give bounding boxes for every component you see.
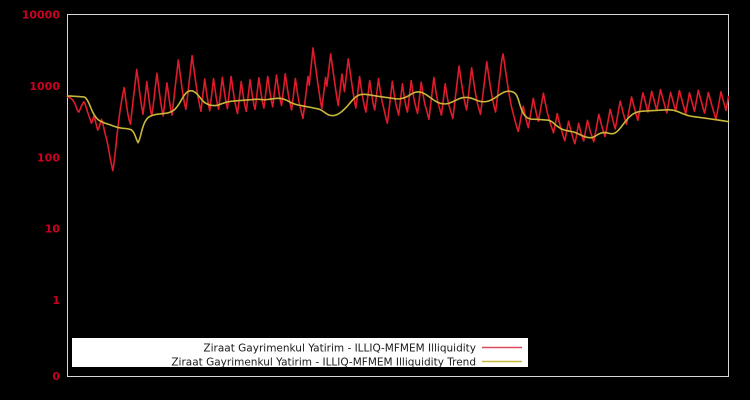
series-illiquidity-line	[66, 47, 730, 172]
legend-background	[72, 338, 528, 367]
y-tick-label-1: 1	[52, 294, 60, 307]
plot-frame	[67, 14, 729, 377]
y-tick-label-10: 10	[45, 223, 61, 236]
y-tick-label-10000: 10000	[22, 9, 61, 22]
series-illiquidity-trend-line	[66, 89, 730, 144]
y-tick-label-100: 100	[37, 151, 60, 164]
legend-label-1: Ziraat Gayrimenkul Yatirim - ILLIQ-MFMEM…	[171, 357, 476, 369]
plot-border	[67, 14, 729, 377]
data-series-group	[66, 47, 730, 172]
chart-legend[interactable]: Ziraat Gayrimenkul Yatirim - ILLIQ-MFMEM…	[72, 338, 528, 369]
legend-label-0: Ziraat Gayrimenkul Yatirim - ILLIQ-MFMEM…	[203, 343, 476, 355]
y-tick-label-1000: 1000	[29, 80, 60, 93]
y-tick-label-0: 0	[52, 370, 60, 383]
